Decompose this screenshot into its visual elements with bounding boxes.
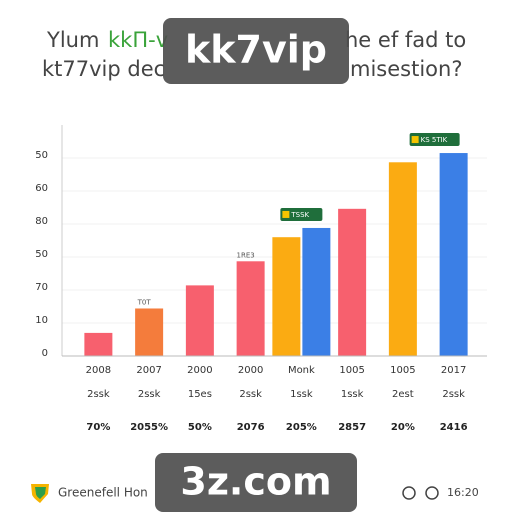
watermark-box xyxy=(163,18,349,84)
title-part: kkП-v xyxy=(108,28,168,52)
x-tick-label: Monk xyxy=(288,365,315,376)
y-tick-label: 0 xyxy=(42,348,48,359)
bar xyxy=(185,285,214,356)
x-tick-label: 2000 xyxy=(238,365,263,376)
watermark: 3z.com xyxy=(180,460,331,504)
bar xyxy=(272,237,301,356)
x-sublabel: 15es xyxy=(188,389,212,400)
x-sublabel: 2ssk xyxy=(442,389,465,400)
title-part: Ylum xyxy=(46,28,99,52)
logo-inner xyxy=(35,487,46,499)
y-tick-label: 80 xyxy=(35,216,48,227)
y-tick-label: 10 xyxy=(35,315,48,326)
bar-annotation: 1RE3 xyxy=(237,251,255,259)
watermark: kk7vip xyxy=(185,28,327,72)
bar xyxy=(388,162,417,356)
badge-label: KS 5TIK xyxy=(421,136,448,144)
bar xyxy=(84,332,113,356)
x-sublabel: 1ssk xyxy=(290,389,313,400)
title-part: kt77vip dec xyxy=(42,57,165,81)
x-tick-label: 2000 xyxy=(187,365,212,376)
x-bottom-label: 2416 xyxy=(440,422,468,433)
x-tick-label: 1005 xyxy=(339,365,364,376)
x-bottom-label: 2076 xyxy=(237,422,265,433)
x-sublabel: 2ssk xyxy=(87,389,110,400)
x-sublabel: 2est xyxy=(392,389,414,400)
x-bottom-label: 70% xyxy=(86,422,110,433)
x-sublabel: 2ssk xyxy=(138,389,161,400)
y-tick-label: 50 xyxy=(35,249,48,260)
title-part: he ef fad to xyxy=(345,28,466,52)
badge xyxy=(280,207,323,221)
plot: 0 10 70 50 80 60 50 2008 2ssk 70% 2007 2ssk 2055% 200… xyxy=(35,133,487,433)
watermark-box xyxy=(155,453,357,512)
x-tick-label: 2008 xyxy=(86,365,111,376)
badge-icon xyxy=(282,210,290,218)
title-part: misestion? xyxy=(350,57,462,81)
bar xyxy=(338,208,367,356)
y-tick-label: 50 xyxy=(35,150,48,161)
x-bottom-label: 205% xyxy=(286,422,317,433)
x-bottom-label: 2857 xyxy=(338,422,366,433)
bar xyxy=(135,308,164,356)
badge xyxy=(409,133,460,147)
x-bottom-label: 20% xyxy=(391,422,415,433)
y-tick-label: 60 xyxy=(35,183,48,194)
footer-time: 16:20 xyxy=(447,486,479,499)
badge-icon xyxy=(411,136,419,144)
icon xyxy=(425,486,439,500)
x-tick-label: 2017 xyxy=(441,365,466,376)
badge-label: TSSK xyxy=(290,211,309,219)
bar xyxy=(302,227,331,356)
x-bottom-label: 2055% xyxy=(130,422,168,433)
x-sublabel: 1ssk xyxy=(341,389,364,400)
y-tick-label: 70 xyxy=(35,282,48,293)
footer-brand: Greenefell Hon xyxy=(58,486,148,500)
x-tick-label: 2007 xyxy=(136,365,161,376)
bar xyxy=(236,261,265,356)
bar xyxy=(439,153,468,356)
x-sublabel: 2ssk xyxy=(239,389,262,400)
x-bottom-label: 50% xyxy=(188,422,212,433)
x-tick-label: 1005 xyxy=(390,365,415,376)
icon xyxy=(402,486,416,500)
bar-annotation: T0T xyxy=(137,298,152,306)
